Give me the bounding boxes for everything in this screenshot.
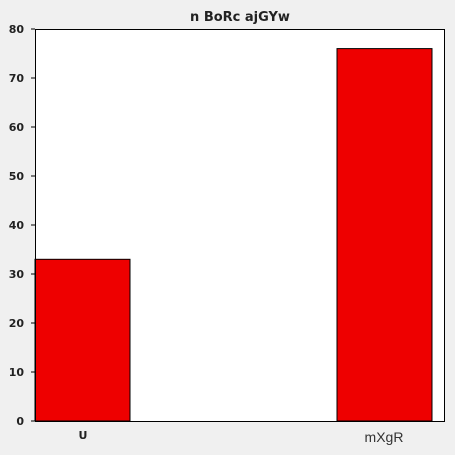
- x-tick-label-mxgr: mXgR: [365, 429, 404, 445]
- chart-title: n BoRc ajGYw: [190, 10, 290, 25]
- y-tick-label: 80: [9, 23, 25, 36]
- bars-layer: [34, 48, 433, 422]
- plot-frame: [35, 29, 445, 422]
- y-tick-label: 0: [16, 415, 24, 428]
- y-tick-label: 50: [9, 170, 25, 183]
- y-tick-label: 10: [9, 366, 25, 379]
- bar-mxgr: [336, 48, 433, 422]
- x-tick-label-u: U: [79, 429, 88, 442]
- y-tick-label: 30: [9, 268, 25, 281]
- bar-u: [34, 258, 131, 422]
- y-tick-label: 20: [9, 317, 25, 330]
- y-tick-label: 60: [9, 121, 25, 134]
- y-tick-label: 40: [9, 219, 25, 232]
- y-tick-label: 70: [9, 72, 25, 85]
- y-axis: 0 10 20 30 40 50 60 70 80: [9, 23, 35, 428]
